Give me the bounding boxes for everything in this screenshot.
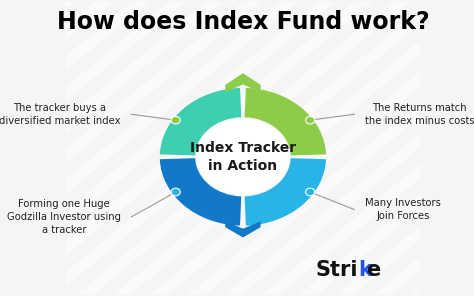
Wedge shape <box>245 158 326 226</box>
Text: e: e <box>366 260 380 280</box>
Wedge shape <box>245 88 326 155</box>
Wedge shape <box>160 88 241 155</box>
Circle shape <box>306 116 315 124</box>
Text: The Returns match
the index minus costs: The Returns match the index minus costs <box>365 103 474 126</box>
Text: Index Tracker: Index Tracker <box>190 141 296 155</box>
Text: k: k <box>358 260 372 280</box>
Text: How does Index Fund work?: How does Index Fund work? <box>56 10 429 34</box>
Wedge shape <box>160 158 241 226</box>
Circle shape <box>197 119 289 195</box>
Circle shape <box>171 188 180 196</box>
Text: in Action: in Action <box>209 159 277 173</box>
Text: The tracker buys a
diversified market index: The tracker buys a diversified market in… <box>0 103 121 126</box>
Text: Stri: Stri <box>316 260 358 280</box>
Text: Forming one Huge
Godzilla Investor using
a tracker: Forming one Huge Godzilla Investor using… <box>7 199 121 235</box>
Circle shape <box>171 116 180 124</box>
Text: Many Investors
Join Forces: Many Investors Join Forces <box>365 198 441 221</box>
Polygon shape <box>225 73 261 92</box>
Polygon shape <box>225 221 261 237</box>
Circle shape <box>306 188 315 196</box>
